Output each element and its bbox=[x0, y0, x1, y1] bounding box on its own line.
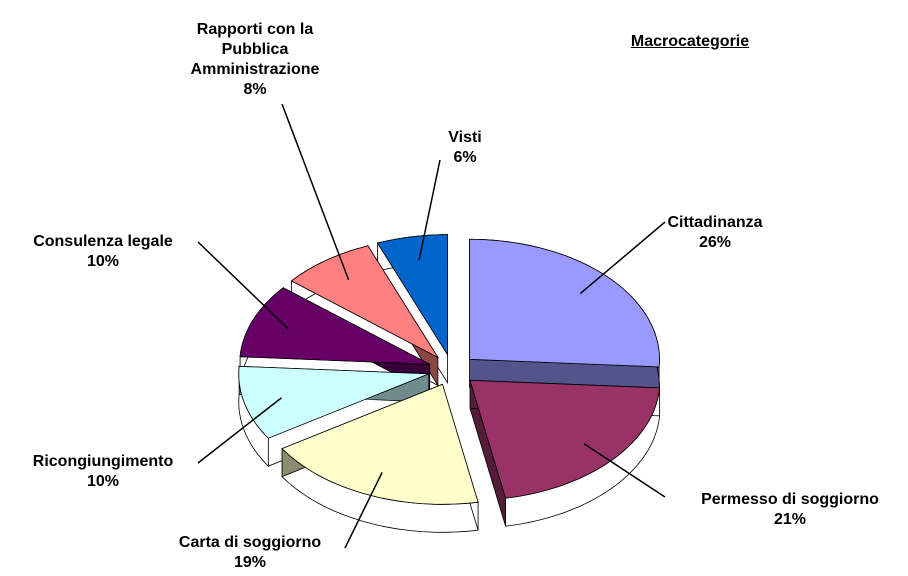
slice bbox=[469, 238, 660, 368]
leader-line bbox=[583, 443, 666, 498]
category-label: Permesso di soggiorno bbox=[701, 491, 879, 508]
slice bbox=[376, 234, 448, 357]
leader-line bbox=[579, 221, 666, 295]
category-label: Ricongiungimento bbox=[32, 453, 174, 470]
data-label: Ricongiungimento 10% bbox=[33, 452, 173, 492]
value-label: 6% bbox=[453, 149, 477, 166]
data-label: Rapporti con la Pubblica Amministrazione… bbox=[165, 20, 345, 100]
data-label: Carta di soggiorno 19% bbox=[179, 533, 321, 573]
data-label: Consulenza legale 10% bbox=[33, 232, 173, 272]
category-label: Visti bbox=[448, 129, 482, 146]
category-label: Cittadinanza bbox=[667, 214, 763, 231]
value-label: 21% bbox=[773, 511, 807, 528]
data-label: Permesso di soggiorno 21% bbox=[701, 490, 879, 530]
slice bbox=[290, 245, 440, 359]
value-label: 8% bbox=[243, 81, 267, 98]
data-label: Cittadinanza 26% bbox=[667, 213, 762, 253]
category-label: Consulenza legale bbox=[33, 233, 173, 250]
slice bbox=[281, 383, 479, 505]
value-label: 26% bbox=[698, 234, 732, 251]
value-label: 19% bbox=[233, 554, 267, 571]
category-label: Rapporti con la Pubblica Amministrazione bbox=[190, 21, 320, 78]
value-label: 10% bbox=[86, 253, 120, 270]
slice bbox=[469, 379, 661, 499]
data-label: Visti 6% bbox=[448, 128, 482, 168]
slice bbox=[238, 365, 429, 439]
leader-line bbox=[197, 241, 289, 330]
value-label: 10% bbox=[86, 473, 120, 490]
leader-line bbox=[344, 472, 383, 549]
category-label: Carta di soggiorno bbox=[178, 534, 322, 551]
leader-line bbox=[418, 159, 441, 261]
leader-line bbox=[281, 103, 350, 280]
leader-line bbox=[197, 397, 282, 464]
chart-title: Macrocategorie bbox=[630, 33, 750, 50]
slice bbox=[239, 287, 430, 365]
